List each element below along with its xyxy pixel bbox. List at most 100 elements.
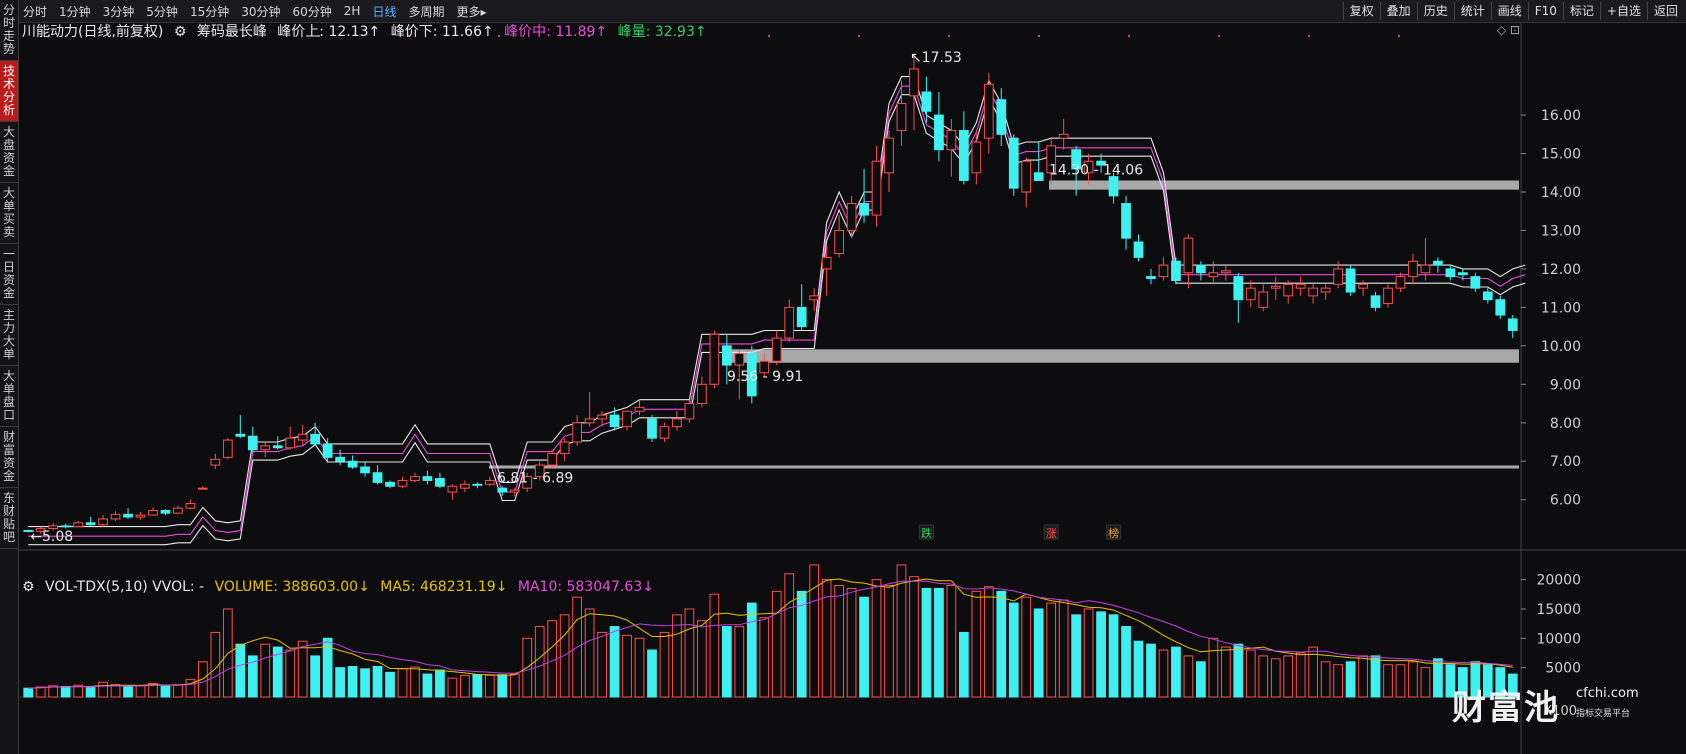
volume-bar-43 (559, 614, 570, 698)
candle-81 (1033, 172, 1044, 181)
volume-bar-91 (1158, 649, 1169, 698)
volume-bar-53 (684, 608, 695, 698)
volume-bar-38 (497, 674, 508, 698)
volume-bar-102 (1295, 652, 1306, 698)
period-tab-8[interactable]: 日线 (372, 4, 397, 19)
volume-bar-63 (809, 564, 820, 698)
sidebar-tab-6[interactable]: 大单盘口 (0, 366, 18, 427)
candle-115 (1457, 272, 1468, 276)
period-tab-10[interactable]: 更多▸ (456, 4, 487, 19)
low-label: ←5.08 (30, 529, 73, 545)
candle-38 (497, 487, 508, 493)
candle-42 (547, 453, 558, 466)
watermark: 财富池 cfchi.com 指标交易平台 (1452, 680, 1682, 730)
event-marker-2: 榜 (1108, 526, 1119, 540)
price-tick-7: 9.00 (1550, 377, 1581, 393)
volume-bar-69 (884, 584, 894, 698)
candle-36 (472, 483, 483, 486)
tool-button-3[interactable]: 统计 (1453, 2, 1491, 20)
period-tab-2[interactable]: 3分钟 (102, 4, 135, 19)
volume-bar-64 (821, 579, 832, 698)
candle-85 (1083, 160, 1094, 174)
volume-bar-21 (285, 649, 296, 698)
candle-23 (310, 433, 321, 445)
period-tab-0[interactable]: 分时 (23, 4, 48, 19)
volume-bar-29 (385, 671, 395, 698)
volume-bar-93 (1183, 655, 1194, 698)
volume-bar-106 (1345, 661, 1356, 698)
dot-6 (587, 34, 591, 38)
sidebar-tab-8[interactable]: 东财贴吧 (0, 488, 18, 549)
volume-bar-4 (73, 684, 84, 698)
volume-bar-80 (1021, 596, 1032, 698)
dot-8 (767, 34, 771, 38)
tool-button-1[interactable]: 叠加 (1379, 2, 1417, 20)
indicator-name: 筹码最长峰 (196, 24, 267, 40)
volume-bar-71 (909, 576, 919, 698)
volume-bar-58 (746, 602, 757, 698)
volume-bar-46 (597, 631, 607, 698)
period-tab-7[interactable]: 2H (343, 4, 361, 18)
period-tab-9[interactable]: 多周期 (408, 4, 445, 19)
candle-28 (372, 472, 383, 483)
tool-button-2[interactable]: 历史 (1416, 2, 1454, 20)
sidebar-tab-0[interactable]: 分时走势 (0, 0, 18, 61)
volume-bar-105 (1333, 664, 1343, 698)
candle-10 (148, 509, 158, 516)
candle-4 (73, 522, 84, 528)
volume-bar-86 (1096, 611, 1106, 698)
sidebar-tab-7[interactable]: 财富资金 (0, 427, 18, 488)
candle-117 (1482, 291, 1493, 301)
volume-unit: X100 (1543, 704, 1577, 719)
candle-37 (484, 479, 495, 485)
volume-bar-92 (1171, 646, 1181, 698)
candle-111 (1408, 260, 1418, 278)
volume-bar-72 (921, 587, 932, 698)
sidebar-tab-3[interactable]: 大单买卖 (0, 183, 18, 244)
tool-button-0[interactable]: 复权 (1342, 2, 1380, 20)
gear-icon[interactable]: ⚙ (22, 579, 35, 595)
tool-button-5[interactable]: F10 (1527, 2, 1563, 20)
period-toolbar: 分时 1分钟 3分钟 5分钟 15分钟 30分钟 60分钟 2H 日线 多周期 更多▸ 复权 叠加 历史… (19, 0, 1686, 23)
candle-7 (110, 513, 121, 520)
candle-103 (1308, 287, 1319, 297)
gear-icon[interactable]: ⚙ (173, 24, 187, 40)
volume-bar-68 (871, 579, 882, 698)
volume-bar-48 (622, 634, 632, 698)
volume-bar-32 (422, 673, 433, 698)
tool-button-4[interactable]: 画线 (1490, 2, 1528, 20)
sidebar-tab-1[interactable]: 技术分析 (0, 61, 18, 122)
dot-15 (1397, 34, 1401, 38)
sidebar-tab-4[interactable]: 一日资金 (0, 244, 18, 305)
period-tab-3[interactable]: 5分钟 (146, 4, 178, 19)
sidebar-tab-5[interactable]: 主力大单 (0, 305, 18, 366)
price-tick-2: 14.00 (1541, 185, 1581, 201)
period-tab-1[interactable]: 1分钟 (59, 4, 91, 19)
candle-71 (909, 68, 919, 97)
period-tab-4[interactable]: 15分钟 (189, 4, 230, 19)
volume-bar-70 (896, 564, 907, 698)
tool-button-8[interactable]: 返回 (1646, 2, 1684, 20)
volume-bar-90 (1146, 643, 1156, 698)
candle-89 (1133, 241, 1144, 258)
volume-bar-6 (98, 681, 108, 698)
candle-64 (821, 256, 832, 270)
volume-bar-24 (322, 637, 333, 698)
dot-9 (857, 34, 861, 38)
volume-bar-114 (1445, 664, 1456, 698)
candle-56 (721, 345, 732, 366)
volume-bar-56 (721, 626, 732, 698)
event-marker-box-0 (918, 524, 934, 540)
candle-84 (1071, 149, 1082, 170)
sidebar-tab-2[interactable]: 大盘资金 (0, 122, 18, 183)
dot-14 (1307, 34, 1311, 38)
tool-button-6[interactable]: 标记 (1562, 2, 1600, 20)
volume-bar-8 (123, 685, 133, 698)
volume-bar-112 (1420, 667, 1431, 698)
tool-button-7[interactable]: +自选 (1599, 2, 1647, 20)
dot-5 (497, 34, 501, 38)
kline-chart[interactable]: 16.00 15.00 14.00 13.00 12.00 11.00 10.00 9.00 8… (19, 22, 1686, 754)
candle-18 (247, 435, 258, 451)
period-tab-5[interactable]: 30分钟 (241, 4, 281, 19)
period-tab-6[interactable]: 60分钟 (292, 4, 332, 19)
